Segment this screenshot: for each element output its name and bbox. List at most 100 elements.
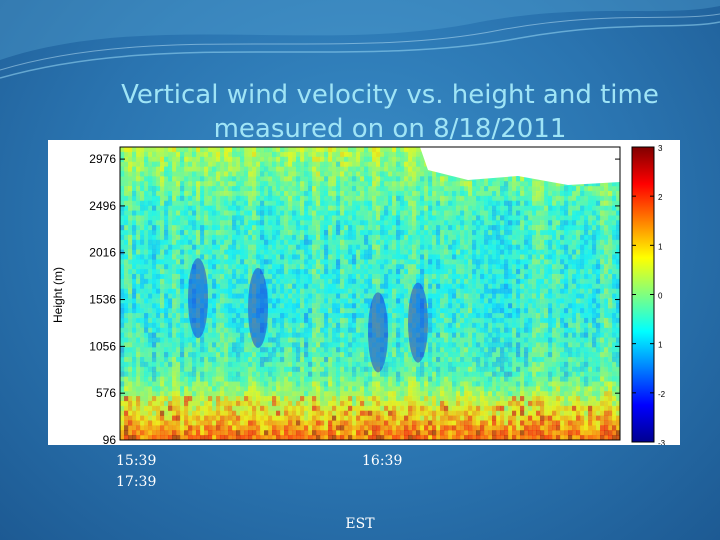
heatmap-cell (268, 420, 273, 426)
heatmap-cell (188, 371, 193, 377)
heatmap-cell (128, 400, 133, 407)
heatmap-cell (300, 273, 305, 280)
heatmap-cell (264, 195, 269, 202)
heatmap-cell (252, 176, 257, 182)
heatmap-cell (328, 391, 333, 397)
heatmap-cell (316, 190, 321, 197)
heatmap-cell (408, 366, 413, 373)
heatmap-cell (152, 215, 157, 221)
heatmap-cell (408, 200, 413, 206)
heatmap-cell (412, 171, 417, 177)
heatmap-cell (264, 269, 269, 275)
heatmap-cell (140, 342, 145, 348)
heatmap-cell (192, 435, 197, 440)
heatmap-cell (268, 161, 273, 167)
heatmap-cell (248, 166, 253, 172)
heatmap-cell (180, 352, 185, 358)
heatmap-cell (388, 420, 393, 426)
heatmap-cell (176, 420, 181, 426)
heatmap-cell (224, 430, 229, 436)
heatmap-cell (176, 400, 181, 407)
heatmap-cell (152, 190, 157, 197)
heatmap-cell (224, 200, 229, 206)
heatmap-cell (276, 176, 281, 182)
heatmap-cell (348, 220, 353, 226)
heatmap-cell (404, 186, 409, 192)
heatmap-cell (220, 347, 225, 353)
heatmap-cell (304, 322, 309, 329)
heatmap-cell (436, 386, 441, 392)
heatmap-cell (180, 210, 185, 216)
heatmap-cell (436, 366, 441, 373)
heatmap-cell (224, 225, 229, 231)
heatmap-cell (184, 386, 189, 392)
heatmap-cell (184, 371, 189, 377)
heatmap-cell (136, 391, 141, 397)
heatmap-cell (348, 205, 353, 211)
heatmap-cell (444, 342, 449, 348)
heatmap-cell (156, 430, 161, 436)
heatmap-cell (384, 410, 389, 416)
heatmap-cell (284, 254, 289, 260)
heatmap-cell (368, 176, 373, 182)
heatmap-cell (280, 396, 285, 402)
heatmap-cell (428, 195, 433, 202)
heatmap-cell (276, 415, 281, 421)
heatmap-cell (220, 415, 225, 421)
heatmap-cell (364, 391, 369, 397)
heatmap-cell (204, 156, 209, 163)
heatmap-cell (188, 156, 193, 163)
heatmap-cell (368, 269, 373, 275)
heatmap-cell (232, 220, 237, 226)
heatmap-cell (148, 156, 153, 163)
heatmap-cell (316, 356, 321, 363)
heatmap-cell (448, 186, 453, 192)
heatmap-cell (348, 347, 353, 353)
heatmap-cell (320, 322, 325, 329)
heatmap-cell (336, 298, 341, 304)
heatmap-cell (128, 181, 133, 187)
heatmap-cell (352, 264, 357, 270)
heatmap-cell (300, 317, 305, 324)
heatmap-cell (156, 254, 161, 260)
heatmap-cell (352, 317, 357, 324)
heatmap-cell (184, 288, 189, 294)
heatmap-cell (128, 249, 133, 255)
heatmap-cell (148, 342, 153, 348)
heatmap-cell (300, 254, 305, 260)
heatmap-cell (232, 308, 237, 314)
heatmap-cell (400, 337, 405, 343)
heatmap-cell (276, 293, 281, 299)
heatmap-cell (288, 210, 293, 216)
heatmap-cell (388, 435, 393, 440)
heatmap-cell (252, 147, 257, 153)
heatmap-cell (352, 376, 357, 382)
heatmap-cell (400, 186, 405, 192)
heatmap-cell (344, 293, 349, 299)
heatmap-cell (196, 171, 201, 177)
heatmap-cell (300, 244, 305, 250)
heatmap-cell (280, 156, 285, 163)
heatmap-cell (408, 151, 413, 158)
heatmap-cell (156, 425, 161, 431)
heatmap-cell (328, 322, 333, 329)
heatmap-cell (296, 415, 301, 421)
heatmap-cell (308, 230, 313, 236)
heatmap-cell (188, 425, 193, 431)
heatmap-cell (168, 425, 173, 431)
heatmap-cell (440, 342, 445, 348)
heatmap-cell (192, 220, 197, 226)
heatmap-cell (436, 391, 441, 397)
heatmap-cell (144, 361, 149, 368)
heatmap-cell (120, 244, 125, 250)
heatmap-cell (444, 371, 449, 377)
heatmap-cell (156, 147, 161, 153)
heatmap-cell (140, 278, 145, 285)
heatmap-cell (288, 400, 293, 407)
heatmap-cell (328, 234, 333, 241)
heatmap-cell (452, 195, 457, 202)
heatmap-cell (252, 210, 257, 216)
heatmap-cell (156, 156, 161, 163)
heatmap-cell (328, 327, 333, 333)
heatmap-cell (384, 230, 389, 236)
